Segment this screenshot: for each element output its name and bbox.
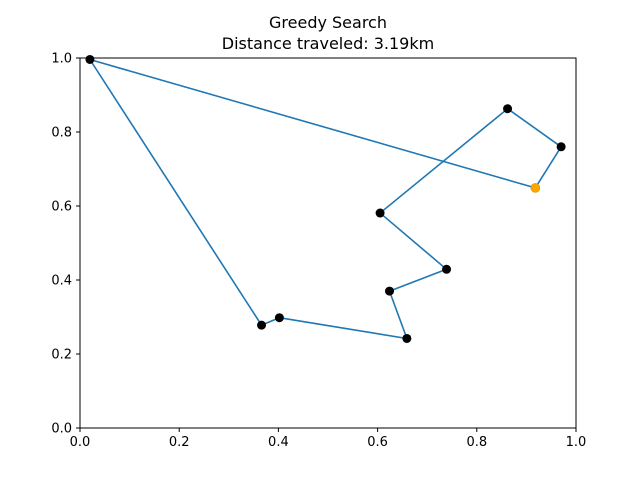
- city-point: [556, 142, 566, 152]
- x-tick-label: 1.0: [566, 435, 587, 450]
- y-tick-label: 0.0: [51, 422, 72, 437]
- x-tick-label: 0.6: [367, 435, 388, 450]
- city-point: [85, 54, 95, 64]
- axes-frame: [79, 57, 577, 429]
- chart-title: Greedy Search: [269, 13, 387, 32]
- y-tick-label: 0.2: [51, 348, 72, 363]
- x-tick-label: 0.8: [466, 435, 487, 450]
- city-point: [402, 333, 412, 343]
- city-point: [375, 208, 385, 218]
- x-tick-label: 0.0: [70, 435, 91, 450]
- start-city-point: [530, 183, 541, 193]
- y-tick-label: 0.6: [51, 200, 72, 215]
- y-tick-label: 1.0: [51, 52, 72, 67]
- city-point: [385, 286, 395, 296]
- y-tick-label: 0.4: [51, 274, 72, 289]
- x-tick-label: 0.4: [268, 435, 289, 450]
- axes: 0.0 0.2 0.4 0.6 0.8 1.0 0.0 0.2 0.4 0.6 0.8 1.0: [51, 52, 586, 451]
- plot-area: [85, 54, 566, 343]
- city-point: [257, 320, 267, 330]
- y-tick-label: 0.8: [51, 126, 72, 141]
- city-point: [274, 313, 284, 323]
- chart-subtitle: Distance traveled: 3.19km: [222, 34, 434, 53]
- city-point: [503, 104, 513, 114]
- x-tick-label: 0.2: [169, 435, 190, 450]
- city-point: [442, 264, 452, 274]
